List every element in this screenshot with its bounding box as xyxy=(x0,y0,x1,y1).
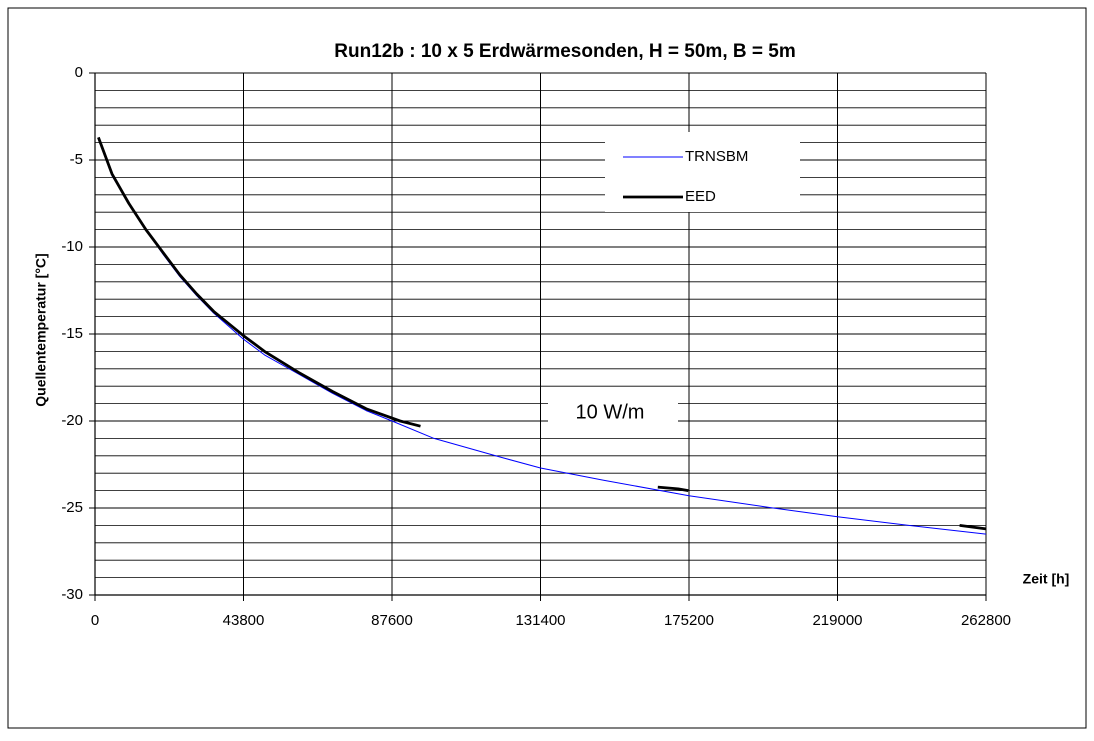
x-tick-label: 219000 xyxy=(812,612,862,629)
y-axis-label: Quellentemperatur [°C] xyxy=(33,253,49,406)
x-axis-label: Zeit [h] xyxy=(1023,571,1070,587)
y-tick-label: -30 xyxy=(61,586,83,603)
chart-title: Run12b : 10 x 5 Erdwärmesonden, H = 50m,… xyxy=(334,41,795,62)
annotation-box xyxy=(548,392,678,432)
y-tick-label: -25 xyxy=(61,499,83,516)
y-tick-label: -15 xyxy=(61,325,83,342)
x-tick-label: 0 xyxy=(91,612,99,629)
annotation: 10 W/m xyxy=(576,401,645,423)
legend-label: EED xyxy=(685,188,716,205)
y-tick-label: -10 xyxy=(61,238,83,255)
y-tick-label: -20 xyxy=(61,412,83,429)
plot-area: 0 -5 -10 -15 -20 -25 -30 0 43800 87600 131400 17520… xyxy=(61,64,1011,629)
x-tick-label: 87600 xyxy=(371,612,413,629)
x-tick-label: 262800 xyxy=(961,612,1011,629)
legend-label: TRNSBM xyxy=(685,148,748,165)
y-tick-label: 0 xyxy=(75,64,83,81)
series-line xyxy=(97,136,987,531)
x-tick-label: 131400 xyxy=(515,612,565,629)
x-tick-label: 175200 xyxy=(664,612,714,629)
x-tick-label: 43800 xyxy=(223,612,265,629)
legend-box xyxy=(605,132,800,212)
y-tick-label: -5 xyxy=(70,151,83,168)
